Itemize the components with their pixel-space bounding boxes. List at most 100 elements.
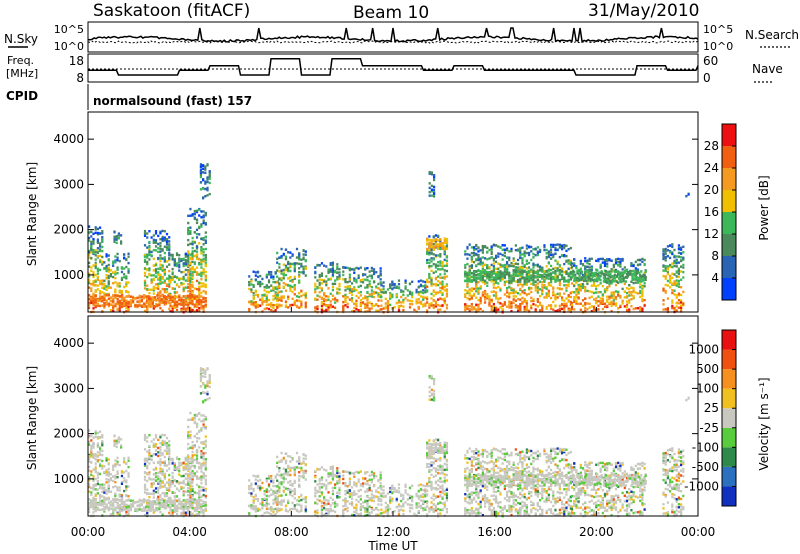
power-cell	[344, 300, 347, 304]
power-cell	[530, 306, 533, 310]
velocity-cell	[96, 437, 99, 440]
velocity-cell	[101, 464, 104, 468]
power-cell	[380, 299, 383, 302]
power-cell	[191, 276, 194, 279]
power-cell	[163, 288, 166, 291]
power-cell	[521, 246, 524, 249]
power-cell	[492, 265, 495, 268]
power-cell	[501, 243, 504, 247]
power-cell	[475, 283, 478, 286]
power-cell	[599, 279, 602, 282]
power-cell	[682, 290, 685, 294]
velocity-cell	[120, 496, 124, 499]
power-cell	[512, 291, 515, 295]
power-cell	[426, 285, 429, 288]
power-cell	[152, 257, 155, 261]
power-cell	[573, 284, 576, 288]
power-cell	[584, 306, 587, 310]
velocity-cell	[116, 512, 119, 515]
power-cell	[430, 276, 433, 280]
power-cell	[523, 250, 526, 253]
velocity-cell	[114, 459, 117, 462]
power-cell	[357, 276, 360, 280]
power-cell	[184, 268, 187, 272]
power-cell	[549, 284, 553, 287]
power-cell	[662, 308, 665, 311]
power-cell	[404, 297, 407, 300]
power-cell	[677, 299, 681, 302]
power-cell	[530, 299, 533, 303]
power-cell	[671, 304, 674, 308]
power-cell	[350, 309, 354, 313]
power-cell	[94, 265, 97, 268]
power-cell	[189, 253, 192, 256]
power-cell	[639, 291, 642, 295]
power-band-cell	[176, 304, 179, 307]
power-cell	[304, 259, 307, 262]
power-cell	[682, 266, 685, 269]
power-cell	[259, 304, 262, 307]
power-cell	[483, 282, 487, 285]
power-band-cell	[165, 301, 168, 305]
power-cell	[280, 295, 283, 298]
power-band-cell	[582, 276, 586, 279]
power-cell	[127, 271, 130, 274]
power-cell	[428, 258, 431, 262]
power-cell	[588, 266, 591, 269]
power-cell	[252, 302, 255, 305]
velocity-cell	[117, 436, 121, 439]
power-cell	[127, 305, 130, 309]
power-cell	[168, 274, 171, 278]
power-cell	[477, 258, 480, 262]
power-cell	[408, 282, 412, 286]
power-cell	[289, 276, 292, 279]
power-cell	[552, 243, 555, 247]
power-cell	[630, 292, 633, 296]
velocity-cell	[154, 467, 158, 471]
power-cell	[625, 300, 629, 303]
power-cell	[601, 299, 604, 303]
power-cell	[114, 290, 117, 294]
power-cell	[323, 294, 326, 297]
power-cell	[595, 285, 598, 288]
power-band-cell	[633, 277, 636, 280]
power-cell	[523, 264, 526, 267]
power-band-cell	[541, 277, 544, 280]
power-band-cell	[189, 294, 192, 297]
power-cell	[291, 290, 294, 294]
power-cell	[680, 286, 683, 289]
power-cell	[287, 306, 290, 309]
power-cell	[508, 258, 511, 262]
power-cell	[560, 273, 564, 277]
power-cell	[490, 252, 493, 256]
velocity-cell	[120, 480, 124, 484]
power-cell	[439, 308, 442, 311]
power-cell	[342, 273, 345, 277]
power-cell	[470, 294, 473, 298]
power-cell	[599, 257, 602, 261]
velocity-cell	[109, 473, 113, 476]
power-cell	[99, 248, 102, 251]
power-cell	[505, 248, 509, 252]
power-cell	[590, 284, 593, 287]
power-cell	[154, 245, 158, 248]
power-band-cell	[443, 237, 446, 241]
velocity-cell	[150, 478, 153, 481]
power-cell	[318, 286, 321, 289]
cpid-label: CPID	[6, 89, 38, 103]
power-cell	[248, 275, 251, 278]
power-cell	[300, 262, 303, 266]
power-cell	[334, 282, 337, 286]
power-cell	[595, 300, 598, 304]
power-cell	[424, 296, 427, 299]
power-cell	[573, 270, 576, 274]
power-cell	[682, 257, 685, 260]
power-cell	[411, 291, 414, 295]
power-cell	[426, 280, 429, 284]
power-cell	[293, 300, 296, 303]
power-cell	[379, 270, 382, 273]
power-cell	[445, 255, 449, 258]
velocity-cell	[88, 469, 91, 472]
power-cell	[152, 241, 155, 244]
